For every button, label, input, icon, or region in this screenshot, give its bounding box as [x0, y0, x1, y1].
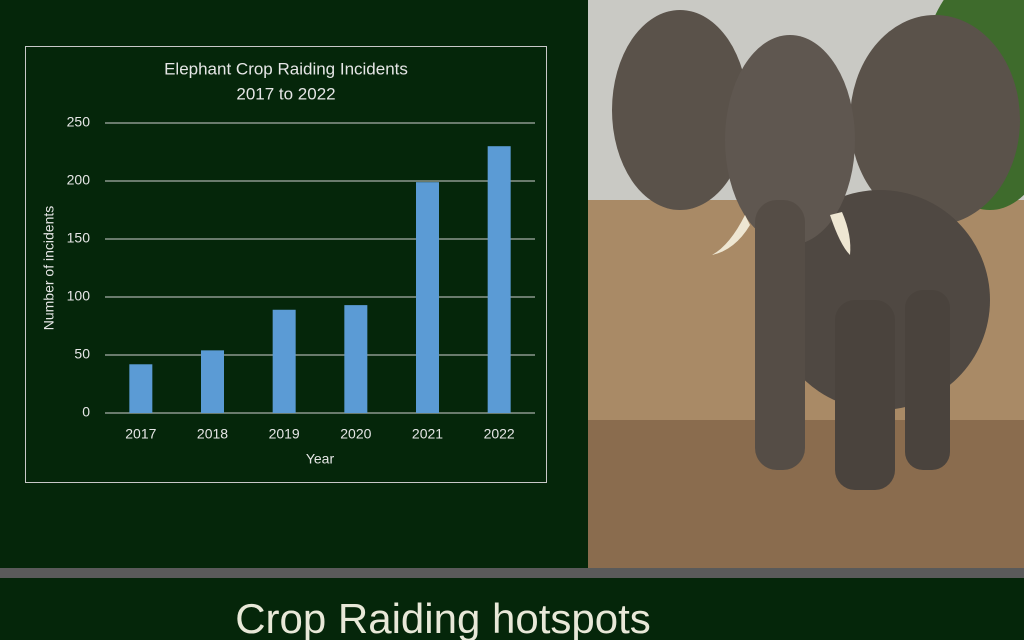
photo [588, 0, 1024, 568]
photo-trunk [755, 200, 805, 470]
photo-soil [588, 420, 1024, 568]
y-tick-label: 100 [67, 288, 91, 304]
photo-tusk [712, 215, 750, 255]
bar [129, 364, 153, 413]
y-tick-label: 150 [67, 230, 91, 246]
chart-title: Elephant Crop Raiding Incidents [164, 59, 408, 78]
bar [344, 305, 368, 413]
y-tick-label: 50 [74, 346, 90, 362]
photo-leg [835, 300, 895, 490]
bar [416, 182, 439, 413]
x-tick-label: 2018 [197, 426, 228, 442]
bar [201, 350, 224, 413]
bar [272, 309, 296, 413]
y-tick-label: 200 [67, 172, 91, 188]
x-tick-label: 2020 [340, 426, 371, 442]
x-tick-label: 2021 [412, 426, 443, 442]
x-tick-label: 2017 [125, 426, 156, 442]
divider [0, 568, 1024, 578]
chart-frame [25, 46, 547, 483]
photo-ear [850, 15, 1020, 225]
x-axis-label: Year [306, 451, 335, 467]
photo-leg [905, 290, 950, 470]
x-tick-label: 2022 [484, 426, 515, 442]
x-tick-label: 2019 [269, 426, 300, 442]
y-tick-label: 0 [82, 404, 90, 420]
photo-ear [612, 10, 748, 210]
bar [487, 146, 511, 413]
y-tick-label: 250 [67, 114, 91, 130]
photo-tusk [830, 212, 851, 255]
chart-subtitle: 2017 to 2022 [236, 84, 335, 103]
photo-head [725, 35, 855, 245]
y-axis-label: Number of incidents [41, 206, 57, 331]
slide-title: Crop Raiding hotspots [235, 595, 651, 640]
